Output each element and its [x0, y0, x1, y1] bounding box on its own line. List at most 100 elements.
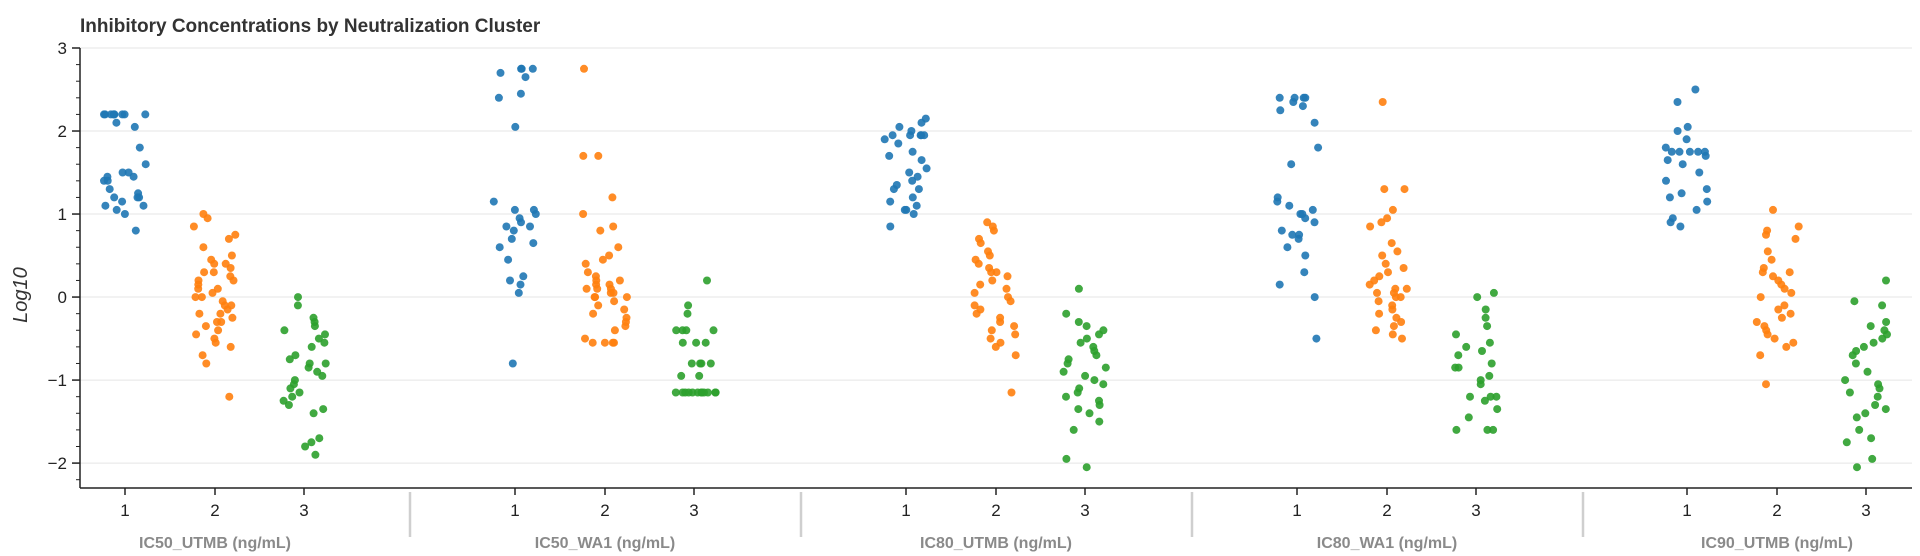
data-point-cluster-2	[1373, 288, 1381, 297]
data-point-cluster-3	[1868, 454, 1877, 463]
data-point-cluster-2	[985, 251, 994, 260]
data-point-cluster-3	[1863, 367, 1872, 376]
data-point-cluster-2	[1756, 293, 1765, 302]
data-point-cluster-2	[1002, 284, 1011, 293]
data-point-cluster-1	[531, 210, 540, 218]
data-point-cluster-1	[1677, 189, 1686, 198]
data-point-cluster-2	[1785, 268, 1794, 277]
data-point-cluster-1	[1665, 193, 1674, 202]
data-point-cluster-3	[1878, 301, 1887, 310]
data-point-cluster-1	[504, 255, 513, 264]
data-point-cluster-3	[1489, 425, 1498, 434]
data-point-cluster-3	[1480, 396, 1489, 405]
data-point-cluster-3	[1855, 425, 1864, 434]
y-tick-label: 0	[58, 288, 67, 307]
data-point-cluster-3	[319, 405, 328, 414]
data-point-cluster-1	[1301, 93, 1310, 102]
data-point-cluster-3	[307, 438, 316, 447]
data-point-cluster-2	[588, 338, 597, 347]
data-point-cluster-1	[1675, 147, 1684, 156]
data-point-cluster-2	[214, 326, 223, 335]
data-point-cluster-1	[112, 205, 121, 214]
data-point-cluster-1	[509, 226, 518, 235]
data-point-cluster-3	[295, 388, 304, 397]
data-point-cluster-1	[1678, 160, 1687, 169]
group-label: IC50_WA1 (ng/mL)	[535, 535, 675, 552]
data-point-cluster-3	[1451, 363, 1460, 372]
data-point-cluster-2	[974, 259, 983, 268]
data-point-cluster-2	[1756, 351, 1765, 360]
data-point-cluster-3	[1478, 347, 1486, 355]
data-point-cluster-2	[1380, 185, 1389, 194]
data-point-cluster-3	[311, 450, 320, 459]
data-point-cluster-2	[197, 293, 206, 302]
data-point-cluster-2	[1770, 334, 1779, 343]
y-axis-label: Log10	[10, 267, 32, 323]
data-point-cluster-2	[1402, 284, 1411, 293]
data-point-cluster-1	[496, 68, 505, 77]
x-tick-label: 2	[600, 501, 609, 520]
data-point-cluster-3	[1867, 434, 1876, 443]
data-point-cluster-2	[1762, 380, 1770, 389]
y-tick-label: 2	[58, 122, 67, 141]
data-point-cluster-2	[598, 255, 607, 264]
data-point-cluster-3	[280, 326, 289, 335]
data-point-cluster-1	[1312, 334, 1321, 343]
data-point-cluster-3	[1476, 380, 1485, 389]
data-point-cluster-1	[1298, 102, 1307, 111]
data-point-cluster-1	[1285, 201, 1294, 210]
data-point-cluster-2	[216, 309, 225, 318]
data-point-cluster-3	[684, 301, 693, 310]
data-point-cluster-2	[593, 284, 602, 293]
data-point-cluster-2	[1374, 297, 1383, 306]
data-point-cluster-3	[307, 342, 316, 351]
data-point-cluster-3	[1493, 405, 1502, 414]
chart-title: Inhibitory Concentrations by Neutralizat…	[80, 16, 541, 37]
data-point-cluster-2	[1010, 322, 1019, 331]
axes	[72, 47, 1912, 537]
x-tick-label: 1	[510, 501, 519, 520]
data-point-cluster-1	[909, 210, 918, 218]
data-point-cluster-2	[608, 338, 617, 347]
data-point-cluster-2	[1767, 255, 1776, 264]
data-point-cluster-3	[706, 359, 715, 368]
data-point-cluster-1	[1301, 251, 1310, 260]
data-point-cluster-3	[1866, 322, 1875, 331]
data-point-cluster-3	[695, 371, 704, 380]
data-point-cluster-2	[1400, 185, 1409, 194]
axis-labels: 3 2 1 0 −1 −2 1 2 3 IC50_UTMB (ng/mL) 1 2 3 IC50_WA1 …	[48, 39, 1871, 552]
data-point-cluster-1	[908, 193, 917, 202]
data-point-cluster-2	[970, 301, 979, 310]
data-point-cluster-3	[711, 388, 720, 397]
data-point-cluster-1	[888, 131, 897, 140]
data-point-cluster-1	[506, 276, 514, 285]
data-point-cluster-2	[1782, 342, 1791, 351]
data-point-cluster-1	[880, 135, 889, 144]
data-point-cluster-1	[1283, 243, 1292, 252]
data-point-cluster-2	[610, 297, 619, 306]
x-tick-label: 1	[901, 501, 910, 520]
data-point-cluster-1	[516, 280, 525, 289]
data-point-cluster-3	[1081, 371, 1090, 380]
data-point-cluster-1	[508, 359, 517, 368]
data-point-cluster-1	[1273, 197, 1282, 206]
data-point-cluster-1	[1277, 226, 1286, 235]
data-point-cluster-1	[1703, 197, 1712, 206]
data-point-cluster-3	[1069, 425, 1078, 434]
data-point-cluster-1	[489, 197, 498, 206]
data-point-cluster-3	[1454, 351, 1463, 360]
data-point-cluster-3	[1875, 384, 1884, 393]
data-point-cluster-3	[1062, 309, 1071, 318]
data-point-cluster-3	[1483, 425, 1492, 434]
data-point-cluster-1	[141, 160, 150, 169]
data-point-cluster-2	[202, 359, 211, 368]
data-point-cluster-1	[1294, 234, 1303, 243]
data-point-cluster-3	[678, 388, 687, 397]
data-point-cluster-1	[1310, 218, 1319, 227]
data-point-cluster-2	[1003, 272, 1012, 281]
data-point-cluster-3	[1848, 351, 1857, 360]
data-point-cluster-1	[502, 222, 511, 231]
data-point-cluster-2	[1752, 318, 1761, 326]
data-point-cluster-3	[1882, 276, 1890, 285]
data-point-cluster-1	[511, 122, 520, 131]
